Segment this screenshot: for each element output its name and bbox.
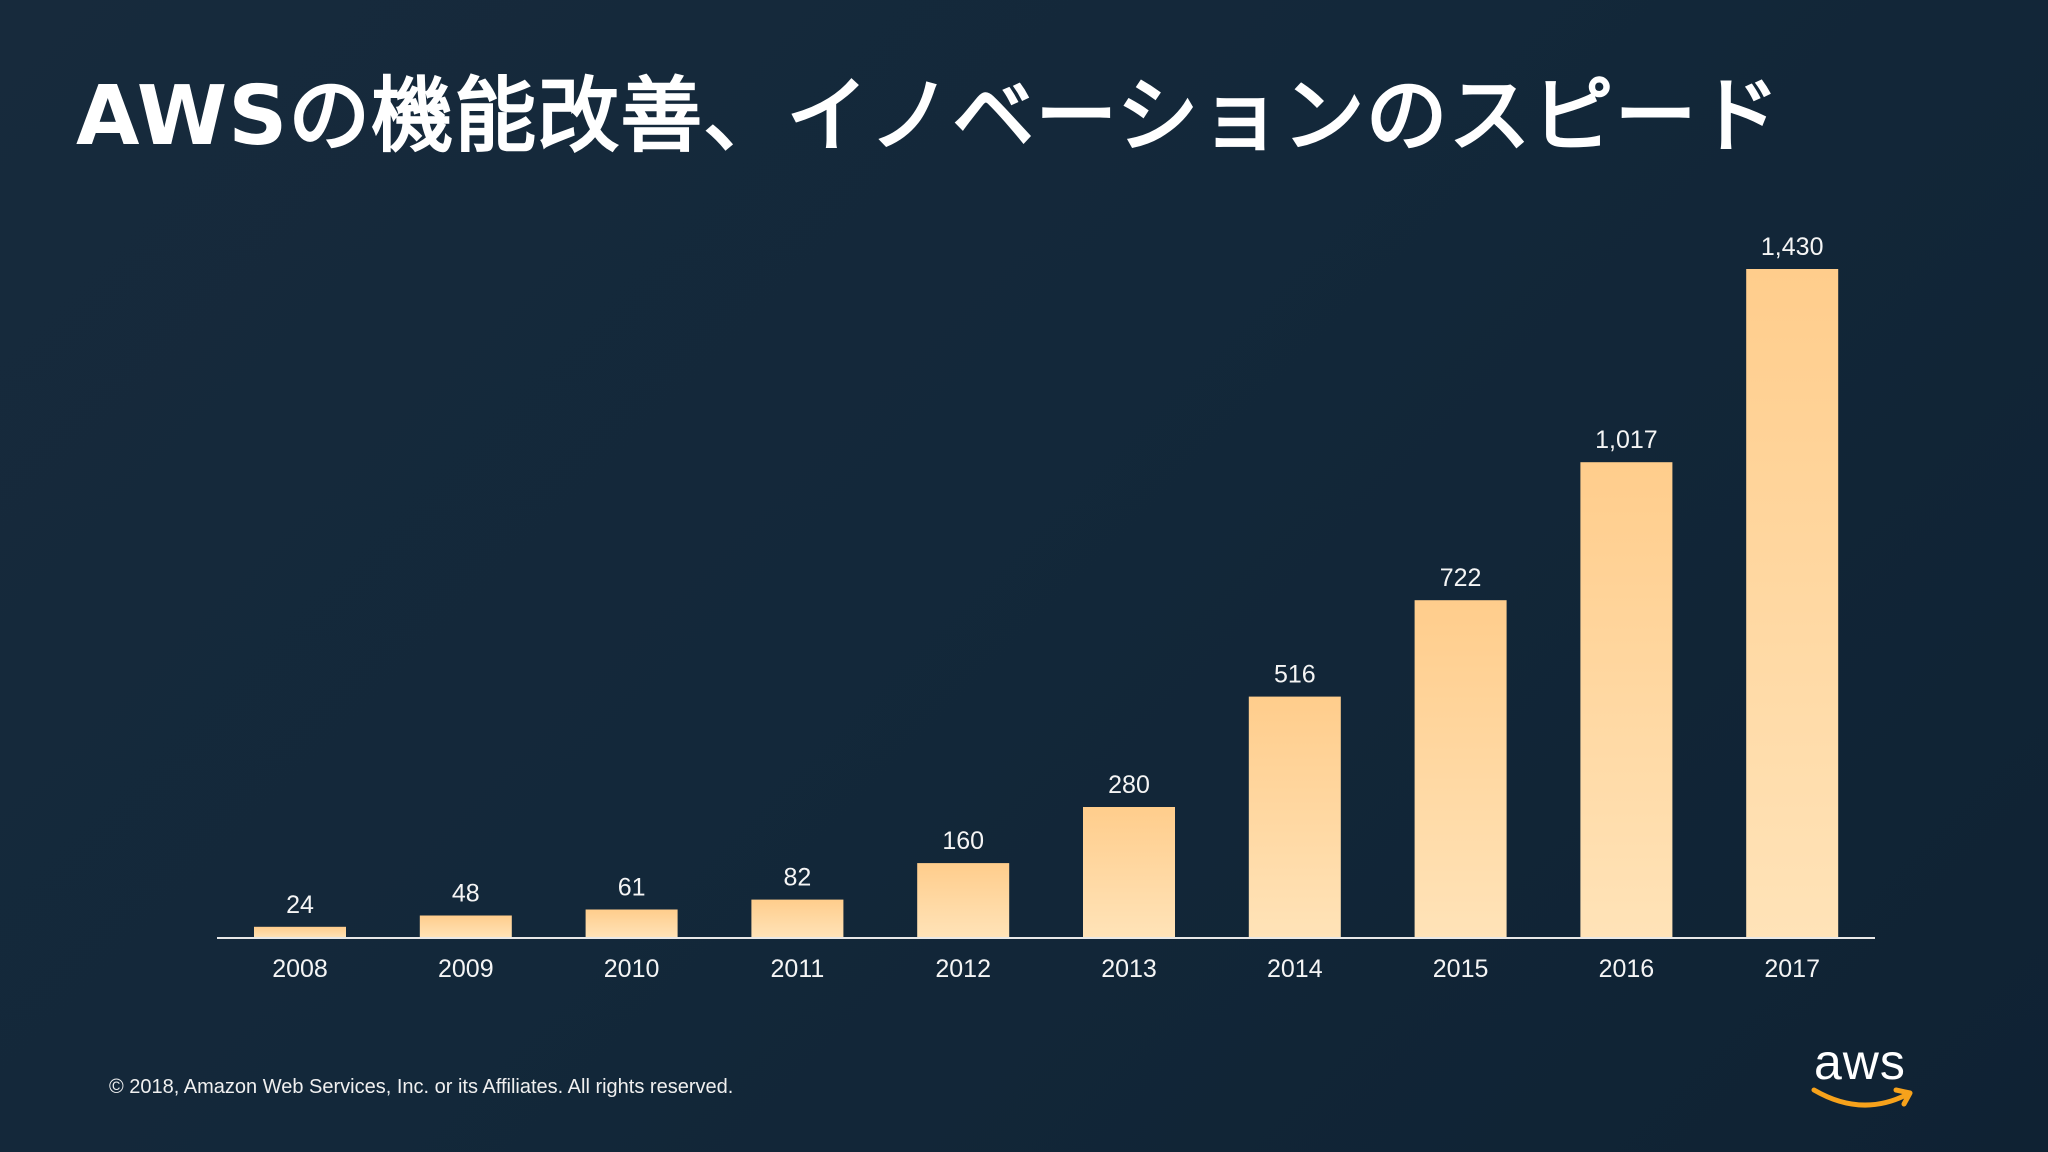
x-tick-2008: 2008: [272, 955, 328, 983]
bar-2010: [585, 909, 678, 938]
bar-2008: [254, 926, 346, 938]
value-label-2009: 48: [452, 880, 480, 908]
value-label-2011: 82: [783, 864, 811, 892]
x-tick-2011: 2011: [771, 955, 825, 983]
value-label-2014: 516: [1274, 661, 1316, 689]
x-tick-2013: 2013: [1101, 955, 1157, 983]
aws-smile-icon: [1811, 1087, 1913, 1108]
bar-2014: [1248, 696, 1341, 938]
value-label-2017: 1,430: [1761, 233, 1824, 261]
bar-2017: [1746, 269, 1839, 938]
page-title: AWSの機能改善、イノベーションのスピード: [76, 69, 1781, 164]
value-labels: 24 48 61 82 160 280 516 722 1,017 1,430: [286, 233, 1823, 919]
bars: [254, 269, 1839, 938]
value-label-2012: 160: [942, 827, 984, 855]
aws-logo: aws: [1810, 1034, 1920, 1120]
x-tick-2009: 2009: [438, 955, 494, 983]
value-label-2010: 61: [618, 874, 646, 902]
bar-2011: [751, 899, 844, 938]
x-tick-2014: 2014: [1267, 955, 1323, 983]
x-tick-2017: 2017: [1764, 955, 1820, 983]
x-tick-2010: 2010: [604, 955, 660, 983]
value-label-2015: 722: [1440, 564, 1482, 592]
bar-2012: [917, 863, 1010, 938]
value-label-2016: 1,017: [1595, 426, 1658, 454]
x-tick-labels: 2008 2009 2010 2011 2012 2013 2014 2015 2016 2017: [272, 955, 1820, 983]
x-tick-2012: 2012: [935, 955, 991, 983]
aws-logo-text: aws: [1814, 1034, 1906, 1090]
bar-2013: [1083, 807, 1175, 938]
bar-2015: [1414, 600, 1507, 938]
copyright-footer: © 2018, Amazon Web Services, Inc. or its…: [109, 1076, 734, 1098]
bar-2016: [1580, 462, 1673, 938]
bar-2009: [419, 915, 512, 938]
value-label-2008: 24: [286, 891, 314, 919]
x-tick-2016: 2016: [1599, 955, 1655, 983]
value-label-2013: 280: [1108, 771, 1150, 799]
x-tick-2015: 2015: [1433, 955, 1489, 983]
